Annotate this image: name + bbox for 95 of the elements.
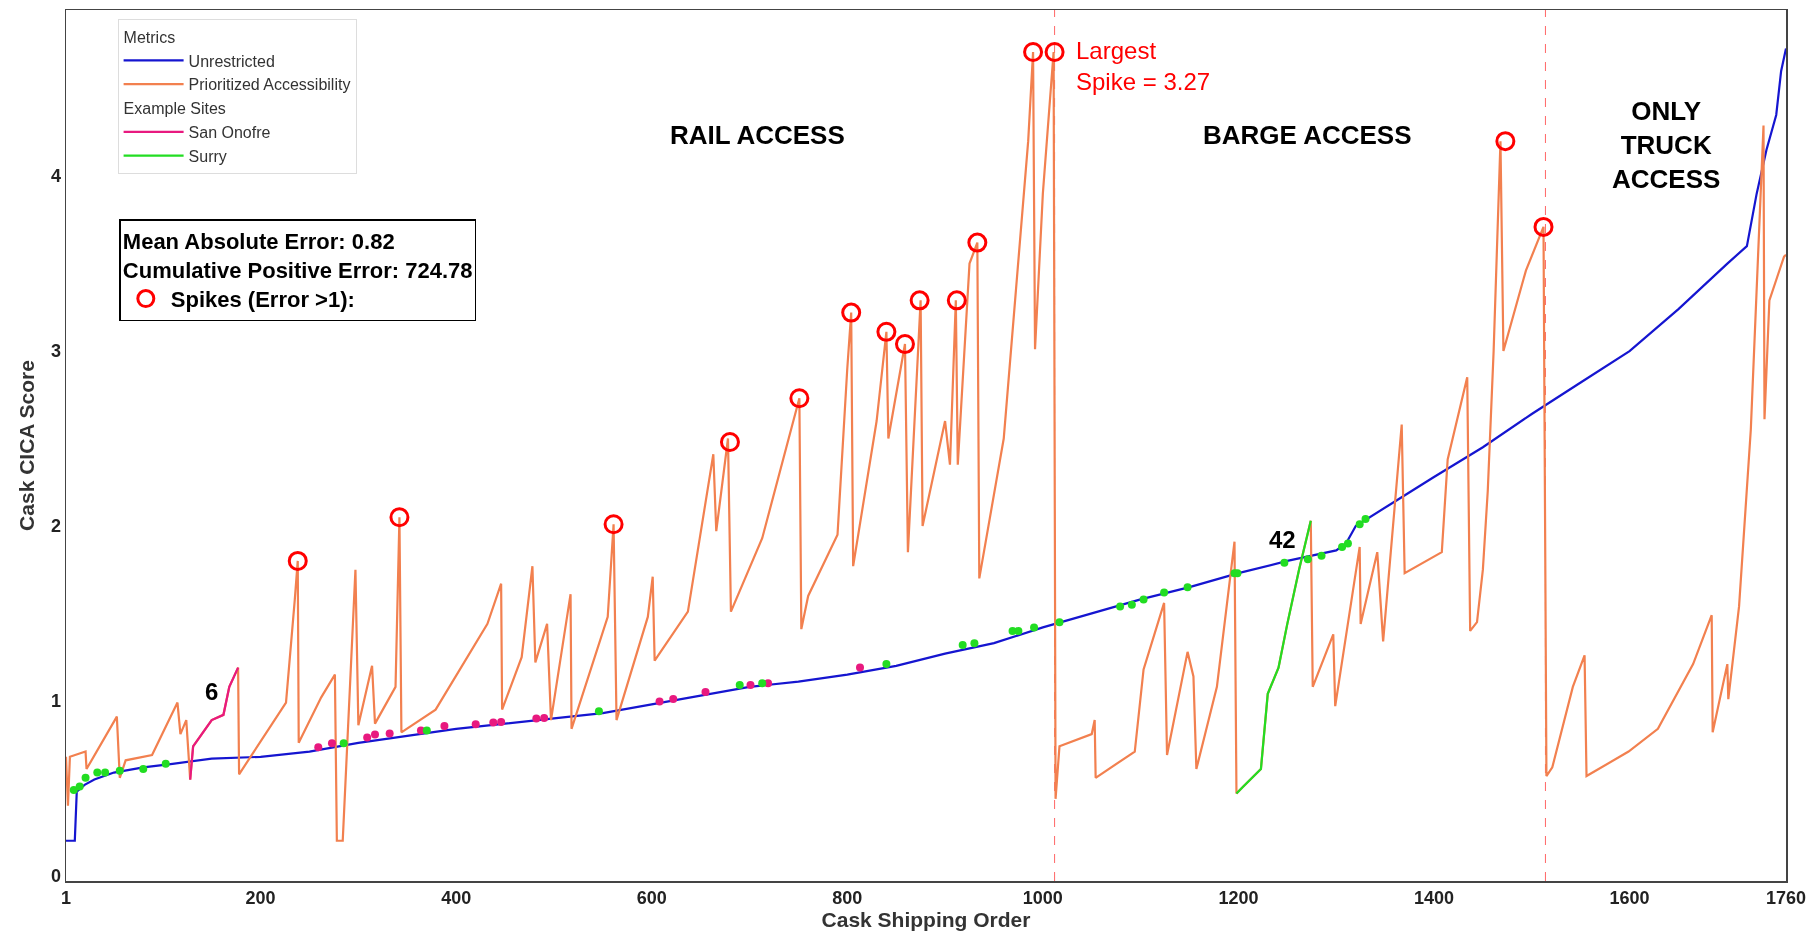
point — [1030, 623, 1039, 632]
point — [489, 718, 498, 727]
y-tick-label: 0 — [50, 866, 61, 887]
x-tick-label: 1760 — [1765, 888, 1807, 909]
line-series — [189, 666, 240, 781]
legend-label: Surry — [188, 147, 227, 165]
point — [1533, 216, 1554, 237]
x-tick-label: 1200 — [1218, 888, 1259, 909]
point — [789, 388, 810, 409]
point — [93, 768, 102, 777]
annotation: ONLY TRUCK ACCESS — [1612, 96, 1721, 194]
x-tick-label: 600 — [636, 888, 667, 909]
point — [882, 660, 891, 669]
point — [1355, 520, 1364, 529]
point — [1160, 588, 1169, 597]
point — [1338, 542, 1347, 551]
annotation: BARGE ACCESS — [1203, 120, 1412, 150]
point — [69, 786, 78, 795]
point — [1495, 131, 1516, 152]
point — [115, 766, 124, 775]
point — [471, 720, 480, 729]
point — [841, 302, 862, 323]
x-tick-label: 400 — [441, 888, 472, 909]
point — [422, 726, 431, 735]
annotation: Mean Absolute Error: 0.82 — [122, 229, 395, 255]
annotation: 6 — [205, 678, 219, 705]
x-tick-label: 200 — [245, 888, 276, 909]
point — [1280, 558, 1289, 567]
x-tick-label: 800 — [832, 888, 863, 909]
point — [161, 759, 170, 768]
x-axis-title: Cask Shipping Order — [821, 908, 1031, 932]
point — [389, 507, 410, 528]
point — [385, 729, 394, 738]
point — [856, 663, 864, 672]
point — [339, 739, 348, 748]
point — [970, 639, 979, 648]
point — [497, 718, 506, 727]
point — [1044, 41, 1065, 62]
point — [1014, 626, 1023, 635]
point — [1343, 539, 1352, 548]
point — [314, 743, 323, 752]
point — [701, 688, 710, 697]
legend-label: Spikes (Error >1): — [170, 287, 355, 313]
point — [540, 713, 549, 722]
point — [1361, 514, 1370, 523]
y-tick-label: 3 — [50, 341, 61, 362]
point — [1183, 583, 1192, 592]
point — [440, 722, 449, 731]
y-tick-label: 1 — [50, 691, 61, 712]
x-tick-label: 1600 — [1609, 888, 1650, 909]
point — [1023, 41, 1044, 62]
point — [735, 681, 744, 690]
line-series — [1235, 519, 1312, 795]
point — [894, 334, 915, 355]
y-axis-title: Cask CICA Score — [15, 360, 39, 531]
annotation: Largest Spike = 3.27 — [1076, 37, 1211, 96]
point — [327, 739, 336, 748]
legend-label: San Onofre — [188, 124, 271, 142]
point — [101, 768, 110, 777]
y-tick-label: 2 — [50, 516, 61, 537]
point — [363, 733, 372, 742]
point — [287, 550, 308, 571]
point — [746, 681, 755, 690]
point — [958, 640, 967, 649]
point — [669, 695, 678, 704]
y-tick-label: 4 — [50, 166, 61, 187]
point — [81, 773, 90, 782]
legend-label: Unrestricted — [188, 52, 275, 70]
point — [603, 514, 624, 535]
point — [909, 290, 930, 311]
point — [967, 232, 988, 253]
annotation: Example Sites — [123, 100, 226, 118]
point — [1139, 595, 1148, 604]
point — [946, 290, 967, 311]
x-tick-label: 1400 — [1413, 888, 1454, 909]
annotation: RAIL ACCESS — [670, 120, 845, 150]
point — [75, 782, 84, 791]
point — [1317, 551, 1326, 560]
point — [1127, 600, 1136, 609]
point — [594, 707, 603, 716]
annotation: 42 — [1269, 526, 1296, 553]
point — [532, 714, 541, 723]
point — [876, 321, 897, 342]
legend-title: Metrics — [123, 28, 176, 46]
point — [655, 697, 664, 706]
legend-label: Prioritized Accessibility — [188, 76, 351, 94]
point — [719, 432, 740, 452]
point — [1303, 555, 1312, 564]
point — [370, 730, 379, 739]
point — [1116, 602, 1125, 611]
x-tick-label: 1000 — [1022, 888, 1063, 909]
point — [758, 679, 767, 688]
annotation: Cumulative Positive Error: 724.78 — [122, 257, 473, 283]
point — [139, 765, 148, 774]
point — [1055, 618, 1064, 627]
